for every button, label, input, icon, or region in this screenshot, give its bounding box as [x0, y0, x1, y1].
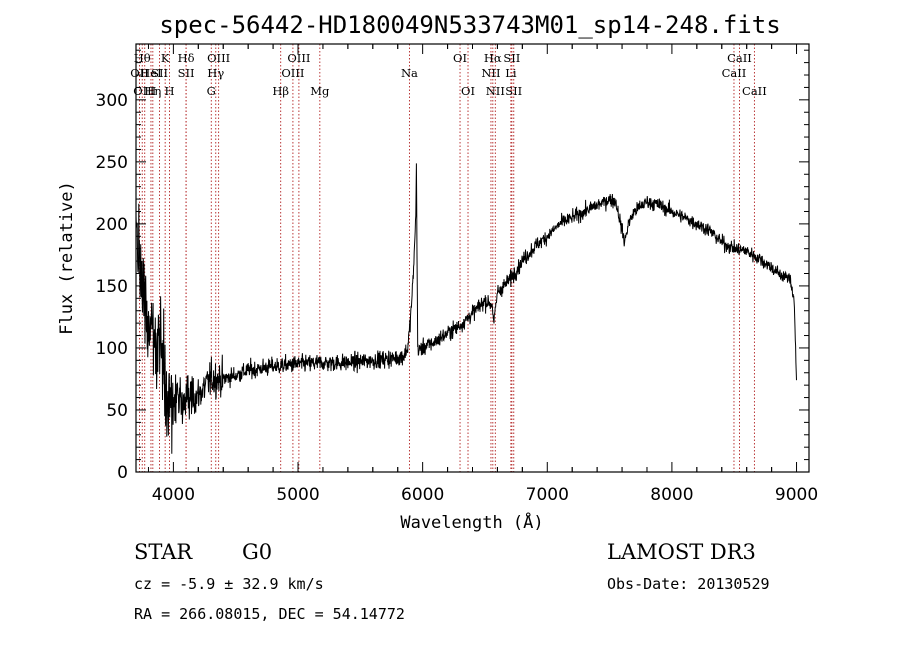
spectral-line-label: NII [486, 84, 505, 98]
x-tick-label: 8000 [650, 485, 693, 505]
spectral-line-label: OIII [207, 51, 230, 65]
spectral-line-label: G [207, 84, 216, 98]
object-subclass: G0 [242, 540, 272, 564]
spectral-line-label: SII [505, 84, 522, 98]
x-tick-label: 9000 [775, 485, 818, 505]
spectral-line-label: K [161, 51, 170, 65]
spectral-line-label: SII [503, 51, 520, 65]
y-axis-ticks: 0 50 100 150 200 250 300 [96, 49, 809, 483]
spectral-line-label: OII [130, 66, 149, 80]
plot-frame [135, 43, 810, 473]
spectral-line-label: CaII [742, 84, 767, 98]
spectral-line-label: CaII [727, 51, 752, 65]
observation-date: Obs-Date: 20130529 [607, 575, 770, 593]
spectral-line-label: H [165, 84, 175, 98]
spectral-line-label: OI [461, 84, 475, 98]
spectral-line-label: Hδ [178, 51, 195, 65]
spectral-line-label: HeI [140, 66, 161, 80]
spectral-line-labels: OIIHθOIIIHeIHηSIIKHHδSIIGHγOIIIHβOIIIOII… [130, 51, 767, 98]
spectral-line-label: OIII [281, 66, 304, 80]
spectral-line-label: OI [453, 51, 467, 65]
x-tick-label: 4000 [152, 485, 195, 505]
spectrum-line [135, 163, 797, 454]
spectral-line-label: Hη [144, 84, 161, 98]
spectral-line-label: OIII [287, 51, 310, 65]
x-tick-label: 5000 [276, 485, 319, 505]
y-tick-label: 150 [96, 277, 128, 297]
y-tick-label: 0 [117, 463, 128, 483]
spectral-line-label: SII [178, 66, 195, 80]
spectral-line-label: SII [151, 66, 168, 80]
spectral-line-label: Mg [310, 84, 330, 98]
object-class: STAR [134, 540, 193, 564]
survey-name: LAMOST DR3 [607, 540, 756, 564]
spectral-line-label: Hγ [207, 66, 224, 80]
spectral-line-label: Li [505, 66, 517, 80]
x-tick-label: 7000 [526, 485, 569, 505]
y-axis-label: Flux (relative) [57, 181, 77, 335]
spectral-line-label: Na [401, 66, 418, 80]
x-axis-label: Wavelength (Å) [400, 511, 543, 533]
coordinates: RA = 266.08015, DEC = 54.14772 [134, 605, 405, 623]
y-tick-label: 250 [96, 153, 128, 173]
x-tick-label: 6000 [401, 485, 444, 505]
y-tick-label: 300 [96, 91, 128, 111]
spectral-line-label: Hθ [134, 51, 151, 65]
spectral-line-markers [139, 44, 755, 472]
chart-title: spec-56442-HD180049N533743M01_sp14-248.f… [159, 11, 780, 39]
spectral-line-label: CaII [722, 66, 747, 80]
spectral-line-label: Hβ [272, 84, 289, 98]
x-axis-ticks: 4000 5000 6000 7000 8000 9000 [147, 44, 818, 505]
y-tick-label: 50 [106, 401, 128, 421]
redshift-value: cz = -5.9 ± 32.9 km/s [134, 575, 324, 593]
spectral-line-label: NII [481, 66, 500, 80]
y-tick-label: 200 [96, 215, 128, 235]
spectral-line-label: Hα [484, 51, 502, 65]
y-tick-label: 100 [96, 339, 128, 359]
